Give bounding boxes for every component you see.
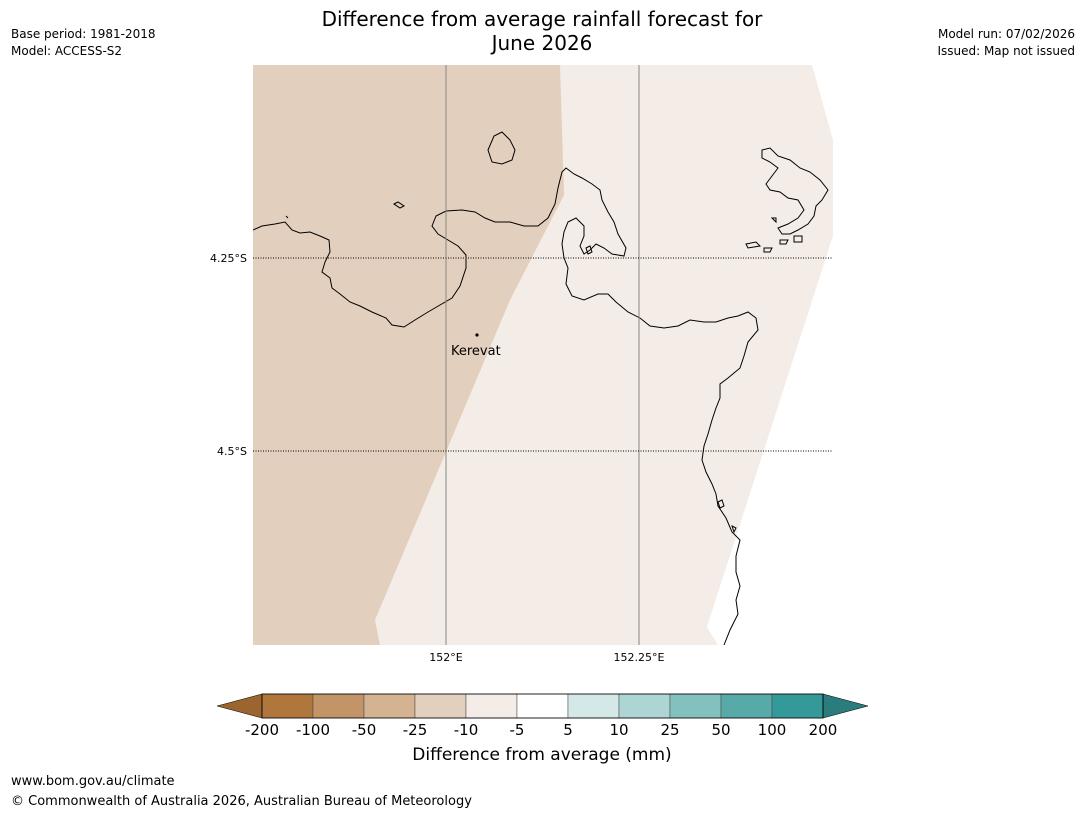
region-minus25-to-minus10 [253, 65, 564, 645]
colorbar-tick-label: 25 [660, 721, 679, 739]
meta-right: Model run: 07/02/2026 Issued: Map not is… [937, 26, 1075, 60]
colorbar-tick-label: -50 [352, 721, 377, 739]
colorbar-segment [261, 693, 314, 719]
footer-copyright: © Commonwealth of Australia 2026, Austra… [11, 794, 472, 809]
colorbar-tick-label: -10 [454, 721, 479, 739]
colorbar-segment [669, 693, 722, 719]
model-run-text: Model run: 07/02/2026 [937, 27, 1075, 41]
colorbar-outline [261, 693, 824, 719]
lat-label-4-5: 4.5°S [217, 445, 247, 458]
map-title: Difference from average rainfall forecas… [292, 7, 792, 55]
colorbar-segment [618, 693, 671, 719]
colorbar-tick-label: -25 [403, 721, 428, 739]
kerevat-marker [475, 333, 479, 337]
colorbar-tick-label: 10 [609, 721, 628, 739]
lon-label-152-25: 152.25°E [614, 651, 665, 664]
colorbar-segment [771, 693, 824, 719]
place-label-kerevat: Kerevat [451, 344, 501, 359]
colorbar-tick-label: 50 [711, 721, 730, 739]
colorbar-segment [567, 693, 620, 719]
map-area [253, 65, 833, 645]
region-near-zero [707, 236, 833, 645]
colorbar-tick-label: -100 [296, 721, 330, 739]
colorbar-tick-label: 100 [758, 721, 787, 739]
title-line-1: Difference from average rainfall forecas… [321, 7, 763, 31]
colorbar-segment [312, 693, 365, 719]
colorbar-label: Difference from average (mm) [412, 745, 672, 765]
colorbar-segment [720, 693, 773, 719]
title-line-2: June 2026 [491, 31, 593, 55]
colorbar-segment [516, 693, 569, 719]
colorbar-arrow-low [216, 693, 263, 719]
issued-text: Issued: Map not issued [937, 44, 1075, 58]
colorbar-segment [363, 693, 416, 719]
colorbar-segment [414, 693, 467, 719]
base-period-text: Base period: 1981-2018 [11, 27, 156, 41]
colorbar-tick-label: 5 [563, 721, 573, 739]
colorbar-tick-label: 200 [809, 721, 838, 739]
colorbar: -200 -100 -50 -25 -10 -5 5 10 25 50 100 200 [216, 693, 869, 739]
colorbar-segment [465, 693, 518, 719]
lon-label-152: 152°E [429, 651, 462, 664]
meta-left: Base period: 1981-2018 Model: ACCESS-S2 [11, 26, 156, 60]
footer-url: www.bom.gov.au/climate [11, 774, 175, 789]
model-text: Model: ACCESS-S2 [11, 44, 123, 58]
coastline [253, 131, 829, 645]
colorbar-tick-label: -200 [245, 721, 279, 739]
lat-label-4-25: 4.25°S [210, 252, 247, 265]
colorbar-arrow-high [822, 693, 869, 719]
colorbar-tick-label: -5 [510, 721, 525, 739]
